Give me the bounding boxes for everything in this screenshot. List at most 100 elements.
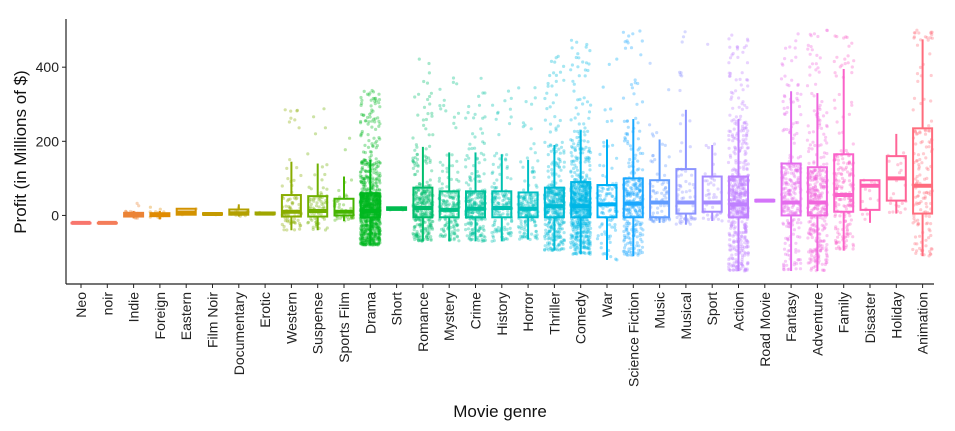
- data-point: [306, 221, 310, 225]
- data-point: [728, 113, 732, 117]
- data-point: [363, 177, 367, 181]
- data-point: [609, 255, 613, 259]
- data-point: [362, 243, 366, 247]
- data-point: [371, 144, 375, 148]
- data-point: [743, 235, 747, 239]
- data-point: [663, 143, 667, 147]
- data-point: [365, 194, 370, 199]
- data-point: [562, 165, 566, 169]
- data-point: [742, 121, 746, 125]
- data-point: [373, 117, 377, 121]
- data-point: [745, 134, 749, 138]
- data-point: [737, 105, 741, 109]
- data-point: [732, 226, 736, 230]
- data-point: [734, 260, 738, 264]
- data-point: [550, 162, 554, 166]
- data-point: [424, 147, 428, 151]
- data-point: [491, 234, 495, 238]
- data-point: [795, 91, 800, 96]
- data-point: [781, 99, 785, 104]
- data-point: [558, 230, 562, 234]
- data-point: [440, 186, 444, 190]
- data-point: [363, 238, 367, 242]
- data-point: [559, 179, 563, 183]
- data-point: [365, 199, 369, 203]
- data-point: [688, 119, 692, 123]
- data-point: [374, 127, 378, 131]
- data-point: [362, 194, 366, 198]
- data-point: [465, 234, 469, 238]
- data-point: [368, 205, 373, 209]
- data-point: [794, 39, 798, 43]
- data-point: [587, 149, 591, 154]
- data-point: [569, 118, 573, 122]
- data-point: [625, 227, 629, 231]
- data-point: [609, 107, 613, 111]
- data-point: [501, 203, 505, 207]
- data-point: [442, 103, 446, 108]
- data-point: [502, 197, 507, 201]
- data-point: [576, 112, 580, 116]
- data-point: [359, 220, 363, 224]
- data-point: [437, 176, 442, 180]
- data-point: [659, 204, 663, 208]
- data-point: [365, 203, 369, 207]
- data-point: [337, 205, 341, 209]
- data-point: [822, 239, 826, 243]
- data-point: [378, 237, 382, 241]
- data-point: [474, 196, 478, 200]
- data-point: [508, 226, 512, 230]
- data-point: [365, 223, 369, 227]
- data-point: [741, 124, 745, 128]
- data-point: [791, 232, 796, 236]
- data-point: [586, 235, 590, 239]
- data-point: [781, 129, 785, 133]
- data-point: [374, 193, 379, 197]
- data-point: [585, 200, 589, 204]
- data-point: [734, 183, 738, 187]
- data-point: [373, 97, 377, 101]
- data-point: [640, 221, 644, 225]
- data-point: [581, 102, 585, 106]
- data-point: [364, 205, 368, 209]
- data-point: [368, 196, 372, 201]
- data-point: [367, 120, 371, 124]
- data-point: [730, 247, 735, 251]
- data-point: [425, 161, 429, 165]
- data-point: [375, 243, 379, 247]
- data-point: [365, 227, 369, 231]
- data-point: [575, 40, 579, 44]
- data-point: [733, 145, 737, 149]
- data-point: [362, 162, 366, 166]
- data-point: [731, 257, 735, 261]
- data-point: [600, 211, 604, 215]
- data-point: [629, 46, 634, 50]
- data-point: [609, 218, 613, 223]
- data-point: [375, 198, 379, 202]
- data-point: [373, 228, 377, 232]
- data-point: [464, 116, 468, 120]
- data-point: [543, 140, 547, 144]
- data-point: [292, 217, 297, 221]
- data-point: [734, 89, 738, 93]
- data-point: [707, 146, 711, 150]
- data-point: [371, 240, 375, 245]
- data-point: [825, 111, 829, 115]
- data-point: [420, 194, 424, 198]
- data-point: [736, 209, 740, 213]
- data-point: [584, 246, 588, 250]
- data-point: [466, 111, 470, 115]
- data-point: [360, 160, 364, 164]
- data-point: [552, 201, 556, 205]
- data-point: [362, 195, 366, 199]
- data-point: [556, 162, 561, 166]
- data-point: [653, 191, 657, 195]
- data-point: [638, 29, 642, 33]
- data-point: [799, 221, 803, 225]
- data-point: [439, 107, 443, 111]
- data-point: [727, 138, 731, 142]
- data-point: [365, 175, 369, 179]
- data-point: [371, 183, 375, 187]
- data-point: [663, 173, 667, 177]
- data-point: [817, 70, 821, 74]
